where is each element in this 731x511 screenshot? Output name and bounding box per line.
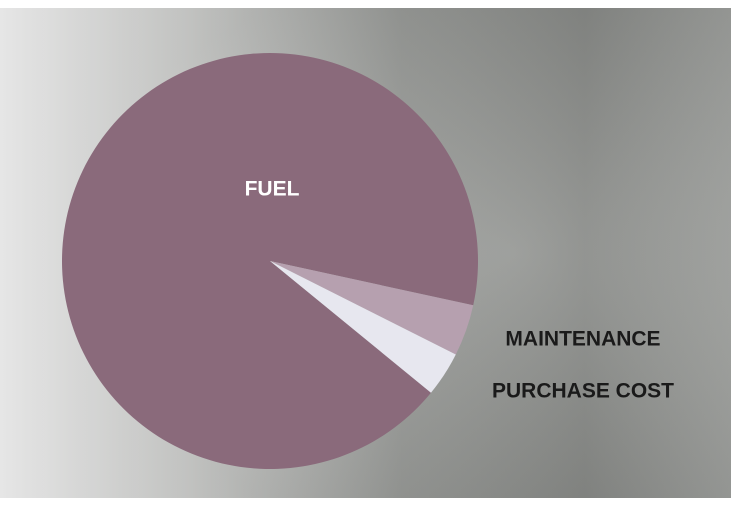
slice-label: MAINTENANCE (505, 328, 660, 351)
slice-label: PURCHASE COST (492, 380, 674, 403)
pie-slice (270, 261, 456, 393)
pie-slice (62, 53, 479, 470)
pie-slice (270, 261, 474, 355)
slice-label: FUEL (245, 178, 300, 201)
pie (62, 53, 479, 470)
